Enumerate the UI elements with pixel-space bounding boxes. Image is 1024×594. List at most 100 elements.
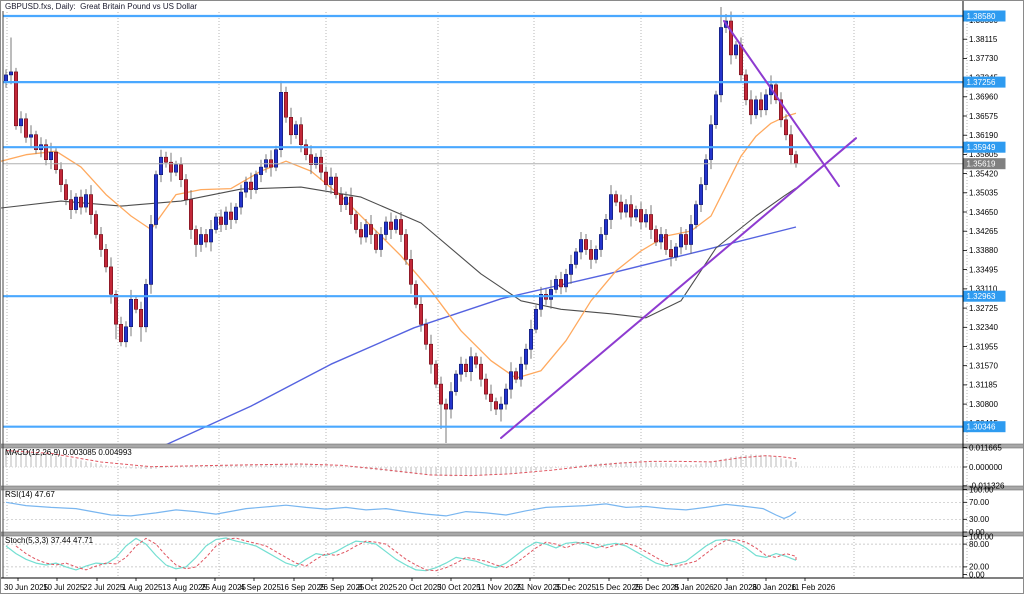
candle-bear	[398, 219, 403, 235]
time-axis-label: 26 Sep 2025	[319, 583, 365, 592]
price-axis-label: 1.34650	[969, 208, 998, 217]
time-axis-label: 20 Jan 2026	[713, 583, 758, 592]
candle-bear	[668, 249, 673, 258]
candle-bear	[483, 378, 488, 395]
candle-bull	[144, 284, 149, 328]
candle-bull	[593, 249, 598, 260]
candle-bear	[348, 196, 353, 215]
candle-bear	[184, 179, 189, 200]
candle-bull	[603, 219, 608, 235]
indicator-scales: 0.0116650.000000-0.011326100.0070.0030.0…	[963, 443, 1005, 579]
candle-bull	[378, 234, 383, 250]
candle-bull	[508, 371, 513, 390]
candle-bear	[23, 118, 28, 138]
panel-divider[interactable]	[1, 485, 1024, 491]
level-price-label: 1.35949	[967, 143, 996, 152]
price-axis-label: 1.32725	[969, 304, 998, 313]
candle-bear	[33, 134, 38, 150]
candle-bear	[683, 234, 688, 245]
candle-bear	[613, 194, 618, 203]
candle-bull	[393, 219, 398, 230]
price-axis-label: 1.33495	[969, 265, 998, 274]
macd-indicator-label: MACD(12,26,9) 0.003085 0.004993	[5, 448, 132, 457]
candle-bull	[678, 234, 683, 248]
price-axis[interactable]: 1.385001.381151.377301.373451.369601.365…	[963, 10, 1006, 433]
grid-lines	[6, 12, 968, 577]
candle-bull	[573, 251, 578, 265]
panel-divider[interactable]	[1, 531, 1024, 537]
candle-bear	[104, 249, 109, 268]
candle-bear	[43, 144, 48, 160]
rsi-panel	[3, 501, 963, 520]
level-price-label: 1.38580	[967, 12, 996, 21]
candle-bear	[114, 293, 119, 325]
panel-divider[interactable]	[1, 443, 1024, 449]
candle-bear	[793, 154, 798, 164]
time-axis-label: 13 Aug 2025	[162, 583, 207, 592]
candle-bull	[278, 92, 283, 151]
candle-bull	[328, 176, 333, 185]
candle-bull	[658, 234, 663, 243]
price-axis-label: 1.32340	[969, 323, 998, 332]
candle-bear	[513, 371, 518, 380]
candle-bear	[478, 363, 483, 380]
candle-bull	[753, 99, 758, 116]
indicator-scale-label: 20.00	[969, 563, 990, 572]
candle-bear	[169, 161, 174, 173]
candle-bull	[693, 204, 698, 225]
candle-bull	[698, 184, 703, 205]
rsi-indicator-label: RSI(14) 47.67	[5, 490, 55, 499]
candle-bull	[124, 326, 129, 343]
candle-bull	[273, 149, 278, 168]
candle-bear	[558, 279, 563, 288]
stoch-indicator-label: Stoch(5,3,3) 37.44 47.71	[5, 536, 94, 545]
candle-bull	[48, 151, 53, 160]
candle-bear	[249, 181, 254, 190]
candle-bull	[623, 204, 628, 213]
candle-bull	[643, 214, 648, 223]
candle-bull	[468, 356, 473, 373]
level-price-badge	[963, 421, 1006, 433]
price-axis-label: 1.31570	[969, 362, 998, 371]
candle-bear	[79, 196, 84, 208]
candle-bear	[164, 156, 169, 163]
candle-bear	[778, 99, 783, 121]
candle-bull	[453, 373, 458, 392]
candle-bear	[388, 221, 393, 230]
candle-bull	[498, 403, 503, 410]
candle-bull	[84, 194, 89, 208]
candle-bear	[58, 169, 63, 185]
candle-bull	[733, 44, 738, 56]
candle-bull	[383, 221, 388, 235]
candle-bull	[568, 264, 573, 275]
candle-bear	[134, 298, 139, 310]
candle-bull	[174, 164, 179, 173]
candle-bear	[308, 154, 313, 165]
candle-bull	[244, 181, 249, 193]
time-axis-label: 11 Nov 2025	[477, 583, 522, 592]
price-axis-label: 1.31955	[969, 342, 998, 351]
ma-long-blue	[160, 226, 797, 448]
indicator-scale-label: -0.011326	[969, 482, 1005, 491]
candle-bear	[413, 284, 418, 305]
candle-bull	[293, 124, 298, 135]
candle-bull	[343, 196, 348, 205]
candle-bear	[433, 363, 438, 385]
rsi-line	[5, 501, 797, 520]
candle-bear	[748, 99, 753, 116]
candle-bull	[149, 224, 154, 285]
trendline-descending-resistance[interactable]	[723, 20, 840, 188]
time-axis-label: 21 Nov 2025	[516, 583, 562, 592]
candle-bull	[503, 388, 508, 405]
candle-bear	[69, 199, 74, 210]
candle-bull	[688, 224, 693, 245]
trendline-ascending-support[interactable]	[500, 137, 857, 439]
candle-bear	[333, 176, 338, 195]
candle-bear	[648, 214, 653, 230]
candle-bear	[583, 239, 588, 250]
candle-bull	[608, 194, 613, 220]
candle-bull	[533, 308, 538, 330]
current-price-badge	[963, 158, 1006, 170]
